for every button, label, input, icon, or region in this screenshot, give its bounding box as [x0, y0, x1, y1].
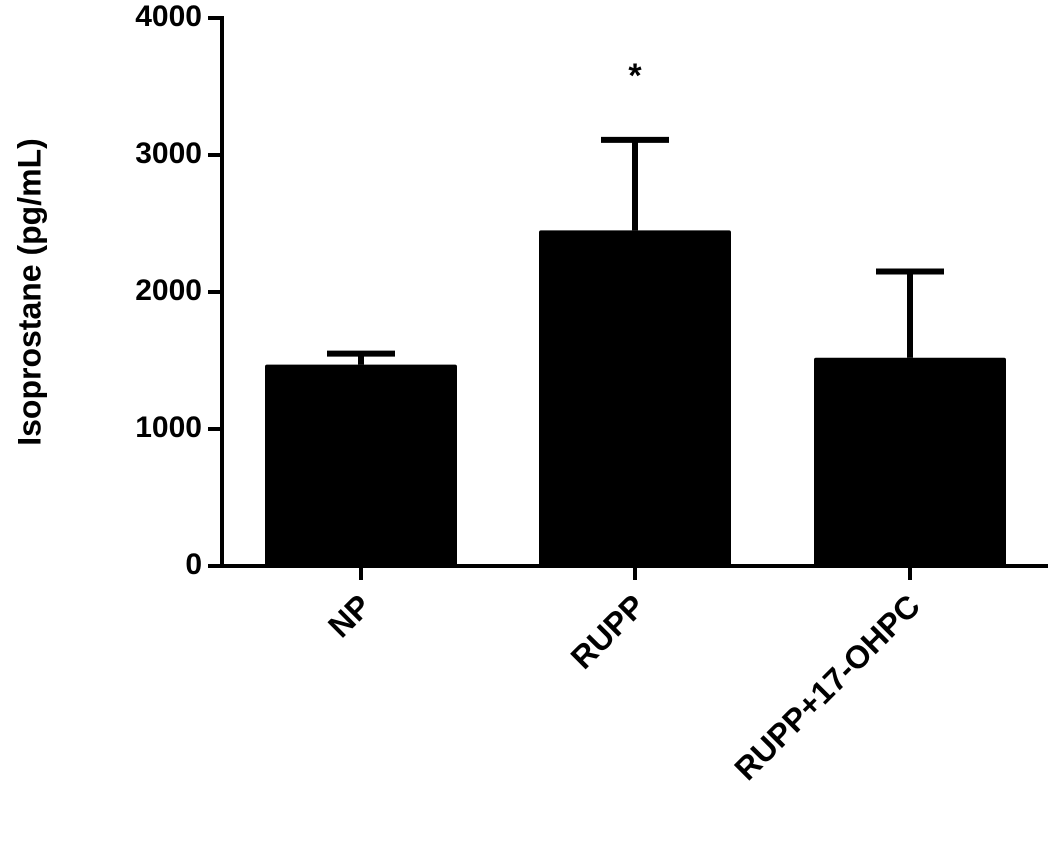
error-bar [327, 350, 395, 365]
bar [539, 230, 731, 566]
y-tick-label: 2000 [135, 274, 202, 307]
x-tick-label: RUPP [564, 587, 652, 675]
error-bar [876, 268, 944, 358]
annotation: * [628, 57, 642, 95]
y-tick-label: 3000 [135, 137, 202, 170]
bar [265, 364, 457, 566]
x-tick-label: RUPP+17-OHPC [727, 587, 927, 787]
y-tick-label: 1000 [135, 411, 202, 444]
y-tick-label: 4000 [135, 0, 202, 33]
y-tick-label: 0 [185, 548, 202, 581]
y-axis-label: Isoprostane (pg/mL) [11, 138, 47, 446]
bar [814, 357, 1006, 566]
error-bar [601, 136, 669, 231]
x-tick-label: NP [321, 587, 378, 644]
